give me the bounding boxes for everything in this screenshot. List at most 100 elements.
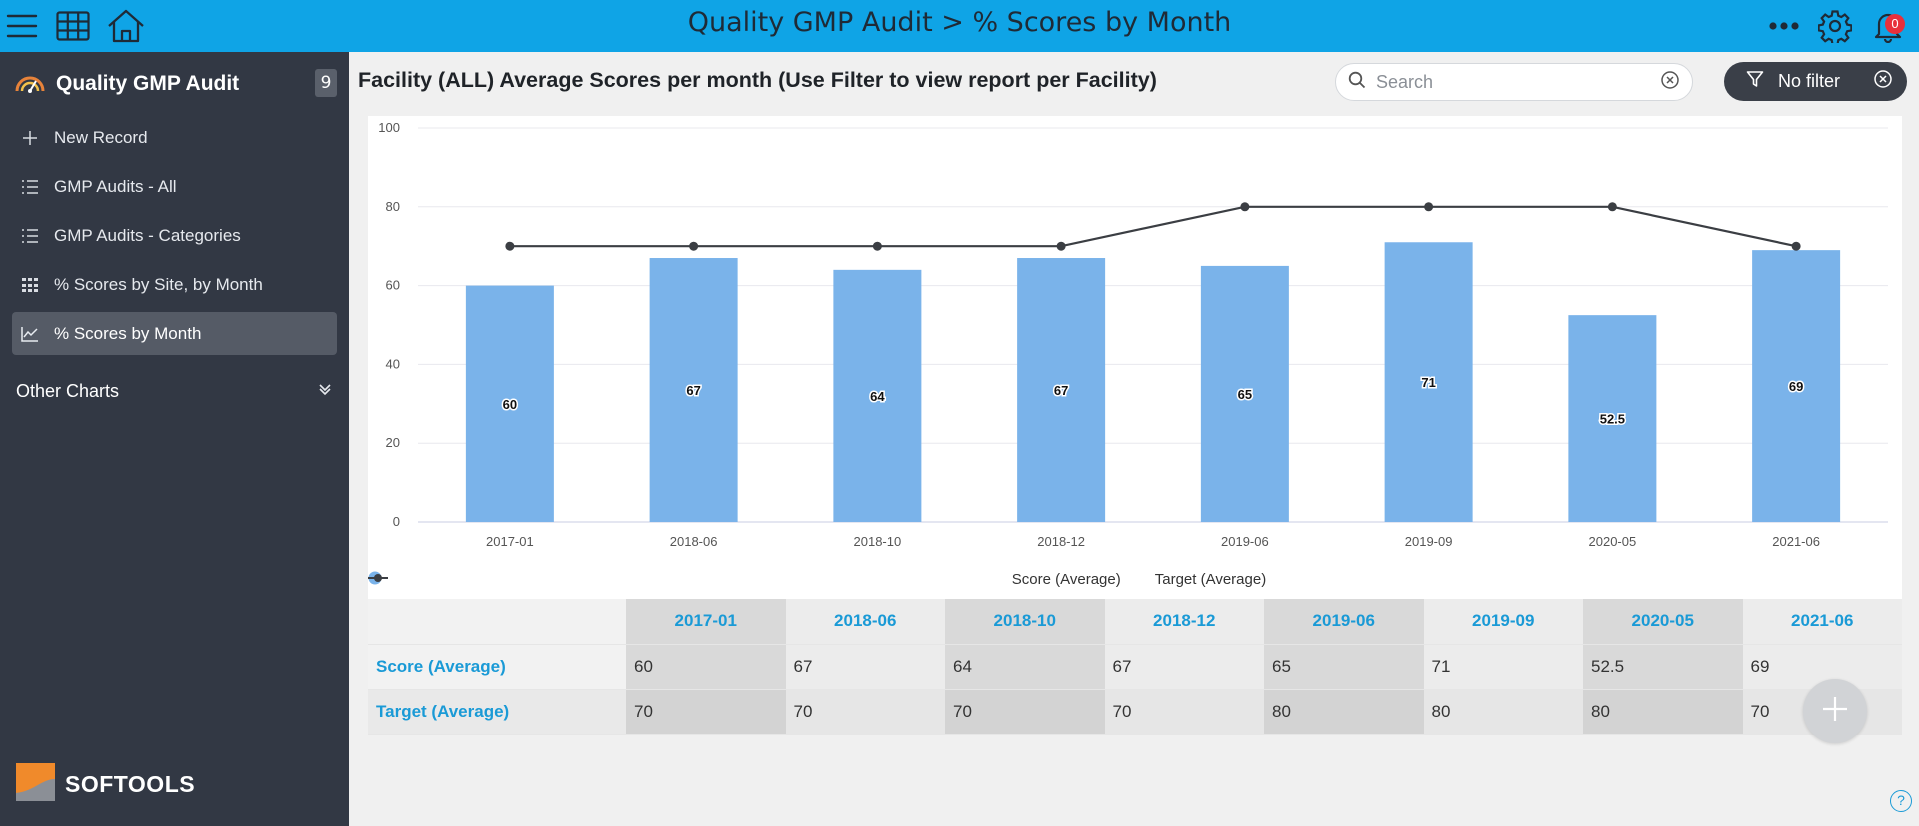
funnel-icon [1746,70,1764,93]
table-cell: 70 [626,689,786,735]
table-cell: 70 [785,689,945,735]
column-header[interactable]: 2019-06 [1264,599,1424,645]
column-header[interactable]: 2021-06 [1742,599,1902,645]
grid-apps-icon[interactable] [53,6,93,46]
bar [649,258,738,522]
table-cell: 70 [1104,689,1264,735]
legend-label: Target (Average) [1154,571,1267,588]
target-point [1791,241,1801,251]
row-header[interactable]: Target (Average) [368,689,626,735]
x-tick-label: 2021-06 [1772,534,1820,549]
home-icon[interactable] [106,6,146,46]
column-header[interactable]: 2017-01 [626,599,786,645]
column-header[interactable]: 2018-12 [1104,599,1264,645]
bar [1017,258,1106,522]
column-header[interactable]: 2019-09 [1423,599,1583,645]
sidebar-item-gmp-audits-categories[interactable]: GMP Audits - Categories [12,214,337,257]
legend-item-score[interactable]: Score (Average) [368,571,1121,588]
notification-badge: 0 [1885,14,1905,34]
hamburger-menu-icon[interactable] [2,6,42,46]
column-header[interactable]: 2018-10 [945,599,1105,645]
bar [1200,265,1289,522]
grid-table-icon [20,275,40,295]
bar-data-label: 69 [1789,379,1803,394]
bell-icon[interactable]: 0 [1868,6,1908,46]
target-point [1424,202,1434,212]
sidebar-item-scores-by-month[interactable]: % Scores by Month [12,312,337,355]
column-header[interactable]: 2020-05 [1583,599,1743,645]
page-header-title: Quality GMP Audit > % Scores by Month [687,7,1232,38]
table-corner-cell [368,599,626,645]
y-tick-label: 20 [386,435,400,450]
table-cell: 70 [945,689,1105,735]
table-header-row: 2017-01 2018-06 2018-10 2018-12 2019-06 … [368,599,1902,645]
table-cell: 65 [1264,644,1424,690]
gear-icon[interactable] [1815,6,1855,46]
list-icon [20,226,40,246]
sidebar: Quality GMP Audit 9 New Record GMP Audit… [0,52,349,826]
score-chart: 0 20 40 60 80 100 60 67 64 67 65 71 52.5 69 2017-01 201… [378,120,1888,549]
more-options-icon[interactable] [1764,6,1804,46]
sidebar-item-label: % Scores by Month [54,323,202,343]
search-box[interactable] [1335,63,1693,101]
other-charts-section[interactable]: Other Charts [16,376,332,406]
other-charts-label: Other Charts [16,380,120,401]
bar [465,285,554,522]
target-point [1607,202,1617,212]
table-cell: 80 [1264,689,1424,735]
bar-data-label: 60 [503,397,517,412]
chart-legend: Score (Average) Target (Average) [368,571,1902,588]
legend-label: Score (Average) [1011,571,1121,588]
gauge-logo-icon [14,69,46,99]
double-chevron-down-icon[interactable] [318,381,332,402]
sidebar-item-label: New Record [54,127,148,147]
plus-icon [1821,695,1849,727]
x-tick-label: 2019-09 [1405,534,1453,549]
target-point [1240,202,1250,212]
table-row: Target (Average) 70 70 70 70 80 80 80 70 [368,689,1902,735]
sidebar-item-scores-by-site-by-month[interactable]: % Scores by Site, by Month [12,263,337,306]
add-record-fab[interactable] [1803,679,1867,743]
sidebar-item-label: GMP Audits - All [54,176,177,196]
table-cell: 60 [626,644,786,690]
table-cell: 67 [1104,644,1264,690]
bar-data-label: 71 [1421,375,1435,390]
x-tick-label: 2019-06 [1221,534,1269,549]
table-row: Score (Average) 60 67 64 67 65 71 52.5 6… [368,644,1902,690]
clear-filter-icon[interactable] [1873,69,1893,94]
bar-data-label: 64 [870,389,885,404]
clear-search-icon[interactable] [1660,70,1680,94]
column-header[interactable]: 2018-06 [785,599,945,645]
bar [1568,315,1657,522]
target-point [1056,241,1066,251]
sidebar-item-new-record[interactable]: New Record [12,116,337,159]
target-point [872,241,882,251]
table-cell: 64 [945,644,1105,690]
app-header[interactable]: Quality GMP Audit 9 [14,68,337,100]
bar-data-label: 52.5 [1600,412,1625,427]
legend-item-target[interactable]: Target (Average) [368,571,1267,588]
x-tick-label: 2017-01 [486,534,534,549]
sidebar-item-gmp-audits-all[interactable]: GMP Audits - All [12,165,337,208]
row-header[interactable]: Score (Average) [368,644,626,690]
y-tick-label: 60 [386,278,400,293]
data-table: 2017-01 2018-06 2018-10 2018-12 2019-06 … [368,599,1902,735]
softools-logo-icon [16,763,55,805]
y-tick-label: 100 [378,120,400,135]
search-input[interactable] [1376,71,1660,93]
sidebar-nav: New Record GMP Audits - All GMP Audits -… [12,116,337,361]
help-icon[interactable]: ? [1890,790,1912,812]
brand-logo: SOFTOOLS [16,763,195,805]
table-cell: 80 [1423,689,1583,735]
record-count-badge: 9 [315,69,337,97]
table-cell: 80 [1583,689,1743,735]
target-point [689,241,699,251]
sidebar-item-label: % Scores by Site, by Month [54,274,263,294]
bar [833,269,922,522]
y-tick-label: 40 [386,356,400,371]
plus-icon [20,128,40,148]
report-title: Facility (ALL) Average Scores per month … [358,68,1157,92]
filter-button[interactable]: No filter [1724,62,1907,101]
table-cell: 52.5 [1583,644,1743,690]
target-point [505,241,515,251]
